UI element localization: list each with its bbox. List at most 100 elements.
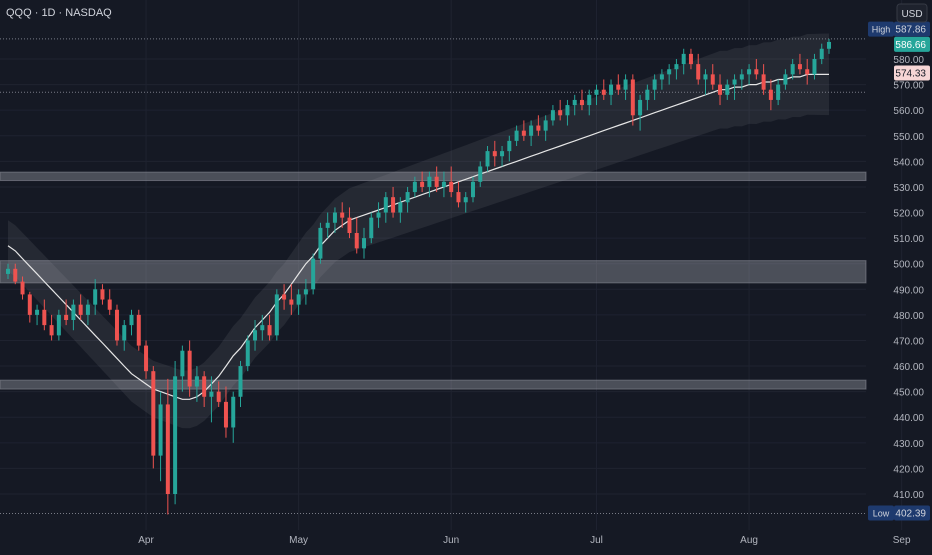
candle-body[interactable] xyxy=(783,74,788,85)
candle[interactable] xyxy=(6,263,10,280)
candle-body[interactable] xyxy=(318,227,323,259)
candle-body[interactable] xyxy=(398,202,403,213)
candle-body[interactable] xyxy=(747,69,752,75)
candle[interactable] xyxy=(645,84,650,111)
candle-body[interactable] xyxy=(521,130,526,136)
candle[interactable] xyxy=(64,299,69,326)
candle-body[interactable] xyxy=(739,74,744,80)
candle[interactable] xyxy=(638,94,643,131)
candle-body[interactable] xyxy=(638,99,643,116)
candle[interactable] xyxy=(827,38,831,54)
candle-body[interactable] xyxy=(151,371,156,456)
candle-body[interactable] xyxy=(216,391,221,402)
candle[interactable] xyxy=(449,166,454,198)
candle-body[interactable] xyxy=(572,99,577,106)
candle[interactable] xyxy=(550,105,555,126)
candle[interactable] xyxy=(427,171,432,198)
candle-body[interactable] xyxy=(594,89,599,95)
candle[interactable] xyxy=(35,304,40,326)
candle[interactable] xyxy=(536,115,541,136)
currency-badge[interactable] xyxy=(896,3,928,23)
candle[interactable] xyxy=(398,197,403,223)
candle[interactable] xyxy=(732,74,737,100)
candle-body[interactable] xyxy=(144,345,149,372)
candle-body[interactable] xyxy=(514,130,519,141)
candle[interactable] xyxy=(420,171,425,193)
candle-body[interactable] xyxy=(202,376,207,397)
candle[interactable] xyxy=(514,125,519,146)
candle[interactable] xyxy=(231,391,236,443)
candle-body[interactable] xyxy=(35,309,40,315)
candle[interactable] xyxy=(347,207,352,239)
candle-body[interactable] xyxy=(718,84,723,95)
candle[interactable] xyxy=(710,64,715,90)
candle-body[interactable] xyxy=(761,74,766,90)
candle[interactable] xyxy=(521,120,526,141)
candle-body[interactable] xyxy=(129,314,134,326)
candle[interactable] xyxy=(630,74,635,126)
candle[interactable] xyxy=(572,94,577,116)
candle[interactable] xyxy=(216,381,221,407)
candle[interactable] xyxy=(180,345,185,392)
candle[interactable] xyxy=(478,161,483,187)
candle-body[interactable] xyxy=(311,258,316,290)
candle[interactable] xyxy=(601,79,606,100)
candle[interactable] xyxy=(609,79,614,106)
candle[interactable] xyxy=(289,284,294,315)
candle[interactable] xyxy=(27,291,32,323)
candle-body[interactable] xyxy=(732,79,737,85)
candle-body[interactable] xyxy=(507,140,512,152)
candle[interactable] xyxy=(579,89,584,111)
candle-body[interactable] xyxy=(369,217,374,239)
candle[interactable] xyxy=(354,217,359,254)
candle-body[interactable] xyxy=(405,192,410,203)
candle-body[interactable] xyxy=(543,120,548,131)
candle[interactable] xyxy=(776,79,781,106)
candle[interactable] xyxy=(594,84,599,106)
candle[interactable] xyxy=(303,279,308,305)
candle-body[interactable] xyxy=(253,330,258,341)
candle[interactable] xyxy=(652,74,657,100)
candle[interactable] xyxy=(114,304,119,346)
candle[interactable] xyxy=(405,186,410,213)
candle-body[interactable] xyxy=(274,294,279,336)
candle[interactable] xyxy=(202,371,207,407)
candle[interactable] xyxy=(56,309,61,341)
candle[interactable] xyxy=(587,89,592,116)
candle-body[interactable] xyxy=(20,281,25,295)
candle-body[interactable] xyxy=(703,74,708,80)
candle-body[interactable] xyxy=(56,314,61,336)
candle[interactable] xyxy=(325,212,330,239)
candle-body[interactable] xyxy=(223,401,228,428)
candle-body[interactable] xyxy=(260,325,265,331)
candle[interactable] xyxy=(558,99,563,121)
candles-layer[interactable] xyxy=(6,38,831,515)
candle[interactable] xyxy=(747,64,752,85)
candle-body[interactable] xyxy=(623,79,628,90)
candle-body[interactable] xyxy=(681,53,686,65)
candle-body[interactable] xyxy=(187,350,192,387)
candle-body[interactable] xyxy=(173,376,178,494)
candle[interactable] xyxy=(790,59,795,80)
candle[interactable] xyxy=(500,146,505,167)
candle[interactable] xyxy=(362,227,367,259)
candle[interactable] xyxy=(463,192,468,213)
candle[interactable] xyxy=(318,222,323,264)
candle[interactable] xyxy=(20,276,25,300)
candle[interactable] xyxy=(783,69,788,90)
candle-body[interactable] xyxy=(93,289,98,305)
candle[interactable] xyxy=(688,48,693,70)
candle[interactable] xyxy=(282,284,287,310)
candle[interactable] xyxy=(754,59,759,80)
candle-body[interactable] xyxy=(587,94,592,106)
candle-body[interactable] xyxy=(194,376,199,387)
candle-body[interactable] xyxy=(536,125,541,131)
candle[interactable] xyxy=(470,176,475,203)
candle-body[interactable] xyxy=(412,181,417,193)
candle[interactable] xyxy=(85,299,90,326)
candle-body[interactable] xyxy=(362,238,367,249)
candle-body[interactable] xyxy=(85,304,90,315)
candle[interactable] xyxy=(71,299,76,331)
candle[interactable] xyxy=(412,176,417,198)
candle-body[interactable] xyxy=(303,289,308,295)
